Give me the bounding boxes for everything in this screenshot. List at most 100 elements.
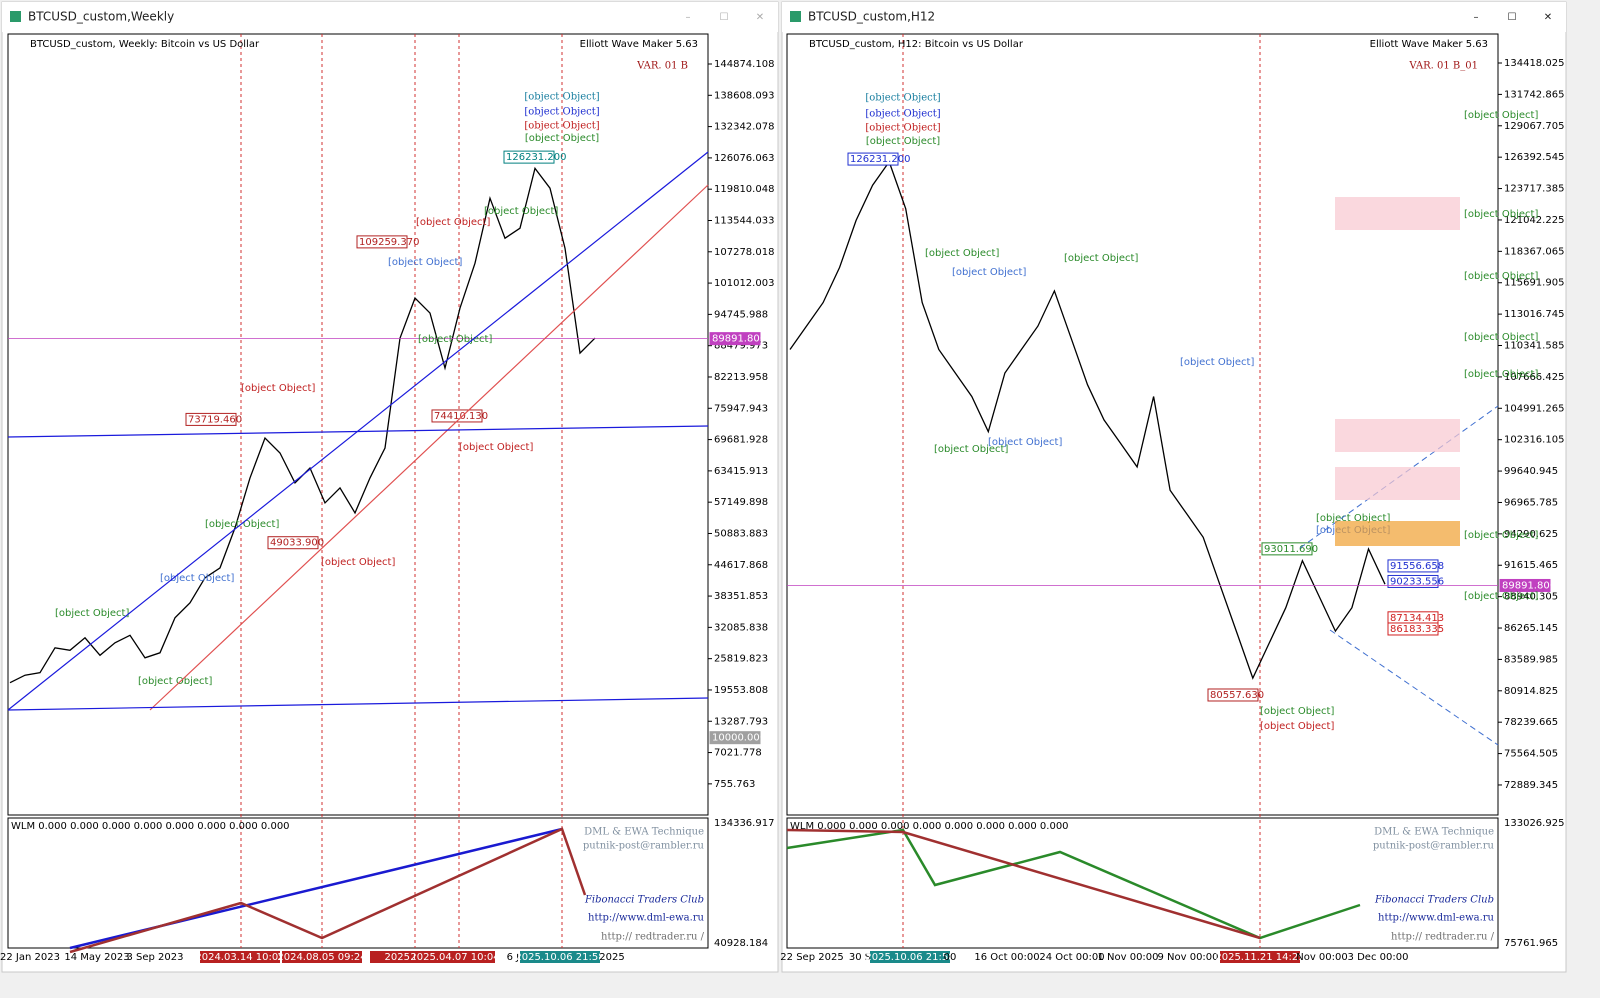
window-title: BTCUSD_custom,Weekly: [28, 10, 174, 24]
y-tick-label: 126392.545: [1504, 152, 1564, 163]
price-tag: [1499, 578, 1551, 592]
wave-label: [object Object]: [1464, 209, 1538, 220]
wave-label: [object Object]: [321, 557, 395, 568]
x-tick-label: 3 Dec 00:00: [1348, 952, 1409, 963]
price-tag-label: 87134.413: [1390, 613, 1444, 624]
wave-label: [object Object]: [484, 206, 558, 217]
y-tick-label: 19553.808: [714, 685, 768, 696]
wave-label: [object Object]: [524, 92, 599, 103]
subpanel-title: WLM 0.000 0.000 0.000 0.000 0.000 0.000 …: [790, 821, 1069, 832]
price-tag: [1387, 574, 1439, 588]
wave-label: [object Object]: [952, 267, 1026, 278]
y-tick-label: 83589.985: [1504, 654, 1558, 665]
y-tick-label: 129067.705: [1504, 121, 1564, 132]
y-tick-label: 113016.745: [1504, 309, 1564, 320]
x-tick-label: 14 May 2023: [64, 952, 129, 963]
maximize-button[interactable]: ☐: [1508, 12, 1517, 23]
chart-header: BTCUSD_custom, H12: Bitcoin vs US Dollar: [809, 39, 1024, 50]
wave-label: [object Object]: [1464, 369, 1538, 380]
close-button[interactable]: ✕: [756, 12, 764, 23]
trend-line: [7, 697, 709, 711]
subpanel-area: [7, 817, 709, 949]
wave-label: [object Object]: [866, 136, 940, 147]
x-tick-label: 2025.04.07 10:04: [410, 952, 499, 963]
date-tag: [200, 951, 280, 963]
subpanel-line: [786, 828, 1361, 940]
target-zone: [1335, 197, 1460, 230]
price-tag: [847, 152, 899, 166]
close-button[interactable]: ✕: [1544, 12, 1552, 23]
wave-label: [object Object]: [1064, 253, 1138, 264]
y-tick-label: 44617.868: [714, 560, 768, 571]
subpanel-top-label: 133026.925: [1504, 818, 1564, 829]
date-tag: [282, 951, 362, 963]
watermark-text: DML & EWA Technique: [584, 827, 704, 838]
window-icon: [790, 11, 801, 22]
y-tick-label: 86265.145: [1504, 623, 1558, 634]
x-tick-label: 22 Sep 2025: [780, 952, 843, 963]
watermark-text: putnik-post@rambler.ru: [1373, 841, 1495, 852]
y-tick-label: 63415.913: [714, 466, 768, 477]
wave-label: [object Object]: [160, 573, 234, 584]
y-tick-label: 75564.505: [1504, 749, 1558, 760]
wave-label: [object Object]: [138, 676, 212, 687]
price-tag: [1387, 622, 1439, 636]
wave-label: [object Object]: [865, 123, 940, 134]
x-tick-label: 2025.01.2: [385, 952, 436, 963]
x-tick-label: 22 Jan 2023: [0, 952, 60, 963]
minimize-button[interactable]: –: [1474, 12, 1479, 23]
plot-area: [7, 33, 709, 816]
watermark-text: Fibonacci Traders Club: [1374, 895, 1494, 906]
subpanel-line: [69, 827, 587, 954]
price-tag-label: 126231.200: [850, 154, 910, 165]
price-tag-label: 93011.690: [1264, 544, 1318, 555]
y-tick-label: 110341.585: [1504, 341, 1564, 352]
y-tick-label: 755.763: [714, 779, 755, 790]
price-tag-label: 80557.630: [1210, 690, 1264, 701]
y-tick-label: 99640.945: [1504, 466, 1558, 477]
wave-label: [object Object]: [525, 133, 599, 144]
indicator-name: Elliott Wave Maker 5.63: [580, 39, 698, 50]
y-tick-label: 13287.793: [714, 716, 768, 727]
wave-label: [object Object]: [418, 334, 492, 345]
y-tick-label: 69681.928: [714, 435, 768, 446]
y-tick-label: 7021.778: [714, 748, 762, 759]
target-zone: [1335, 467, 1460, 500]
price-tag-label: 10000.000: [712, 733, 766, 744]
wave-label: [object Object]: [1180, 357, 1254, 368]
indicator-name: Elliott Wave Maker 5.63: [1370, 39, 1488, 50]
wave-label: [object Object]: [524, 121, 599, 132]
price-tag: [185, 412, 237, 426]
price-tag: [1261, 542, 1313, 556]
y-tick-label: 102316.105: [1504, 435, 1564, 446]
wave-label: [object Object]: [1316, 513, 1390, 524]
wave-label: [object Object]: [524, 107, 599, 118]
y-tick-label: 75947.943: [714, 403, 768, 414]
x-tick-label: 2024.08.05 09:24: [277, 952, 366, 963]
y-tick-label: 57149.898: [714, 497, 768, 508]
x-tick-label: 2024.03.14 10:05: [195, 952, 284, 963]
y-tick-label: 131742.865: [1504, 89, 1564, 100]
price-tag: [709, 332, 761, 346]
x-tick-label: 2025.10.06 21:58: [865, 952, 954, 963]
y-tick-label: 144874.108: [714, 59, 774, 70]
title-bar: [782, 2, 1566, 32]
title-bar: [2, 2, 778, 32]
price-tag-label: 89891.800: [712, 334, 766, 345]
price-tag-label: 74410.130: [434, 411, 488, 422]
wave-label: [object Object]: [55, 608, 129, 619]
maximize-button[interactable]: ☐: [720, 12, 729, 23]
y-tick-label: 72889.345: [1504, 780, 1558, 791]
price-tag: [709, 731, 761, 745]
watermark-text: http://www.dml-ewa.ru: [1378, 913, 1495, 924]
y-tick-label: 113544.033: [714, 215, 774, 226]
wave-label: [object Object]: [865, 109, 940, 120]
minimize-button[interactable]: –: [686, 12, 691, 23]
trend-line: [149, 184, 709, 711]
wave-label: [object Object]: [205, 519, 279, 530]
x-tick-label: Nov 00:00: [1296, 952, 1348, 963]
y-tick-label: 94290.625: [1504, 529, 1558, 540]
y-tick-label: 118367.065: [1504, 246, 1564, 257]
price-tag: [267, 536, 319, 550]
